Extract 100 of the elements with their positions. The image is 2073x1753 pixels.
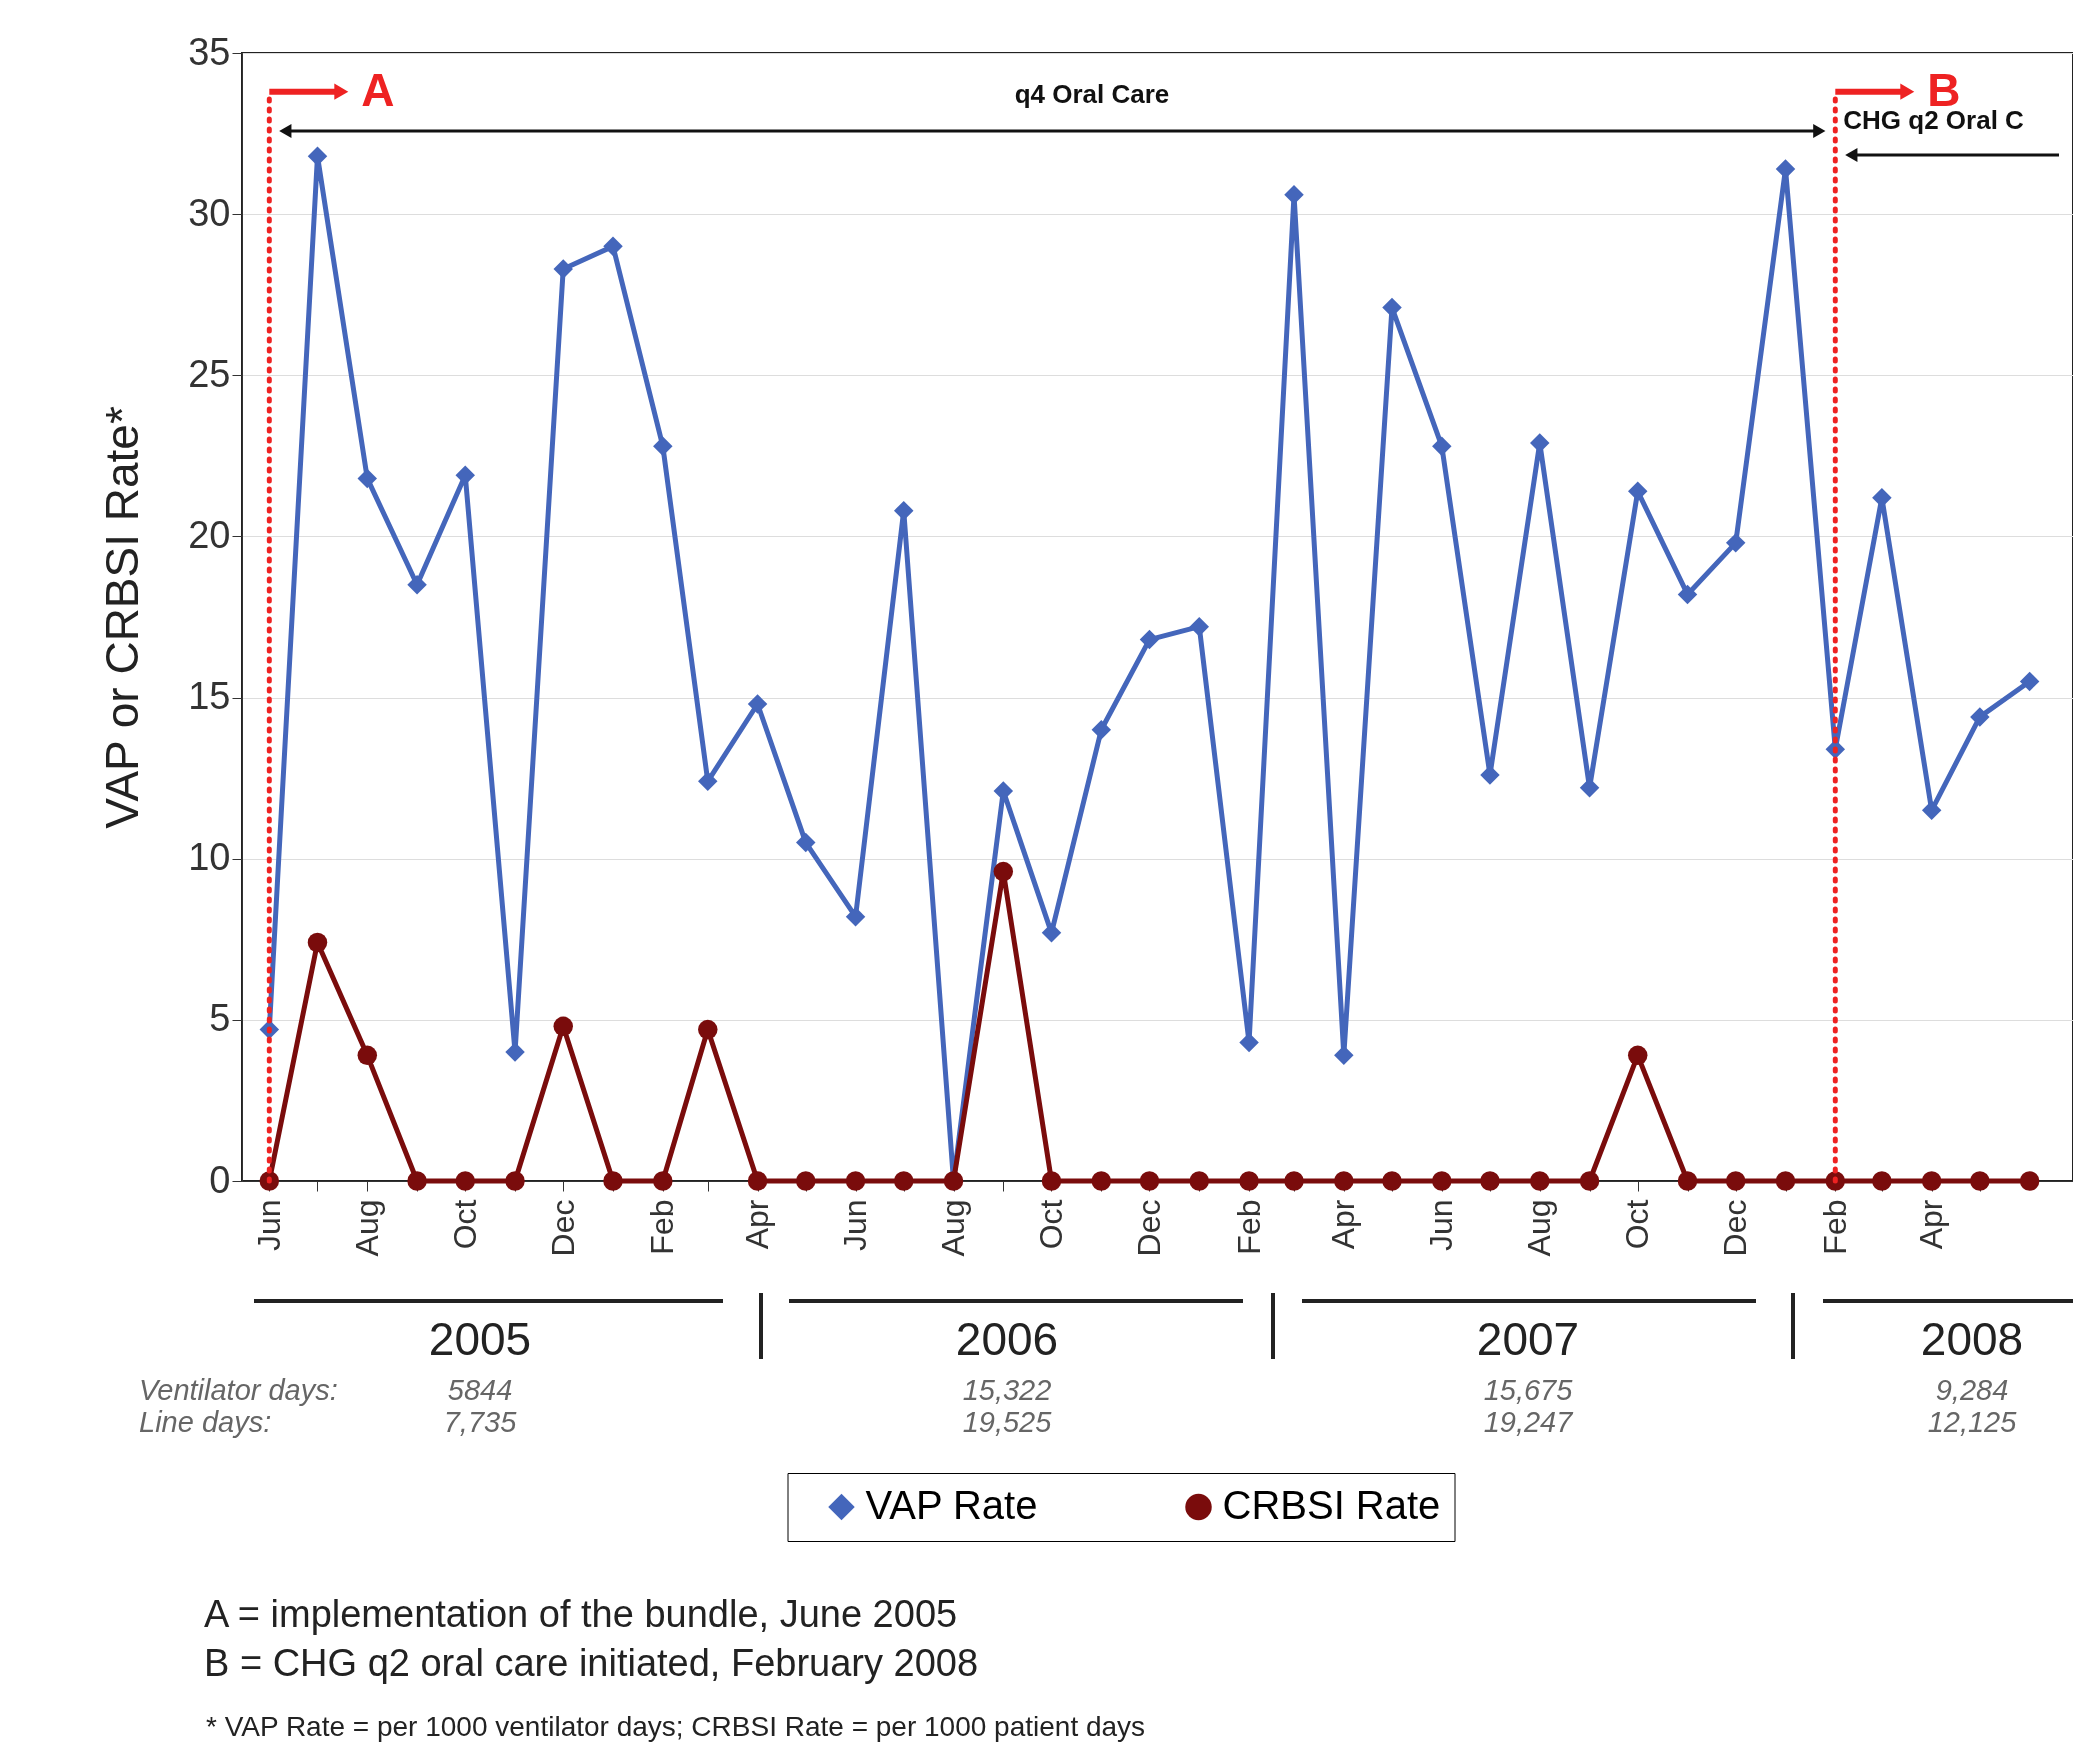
- point: [1627, 481, 1648, 502]
- point: [553, 259, 573, 279]
- x-tick-label: Jun: [837, 1199, 874, 1252]
- point: [845, 906, 866, 927]
- y-tick-label: 15: [188, 675, 231, 718]
- point: [1579, 778, 1600, 798]
- y-tick-label: 5: [209, 997, 231, 1040]
- point: [1480, 1171, 1500, 1191]
- text: 2005: [428, 1313, 532, 1365]
- point: [1725, 1171, 1746, 1191]
- y-tick-label: 0: [209, 1158, 231, 1201]
- point: [796, 832, 816, 853]
- text: * VAP Rate = per 1000 ventilator days; CRBSI Rate = per 1000 patient days: [206, 1711, 1146, 1742]
- point: [747, 694, 768, 714]
- point: [993, 781, 1014, 801]
- point: [1284, 185, 1304, 205]
- point: [1970, 707, 1990, 727]
- x-tick-label: Feb: [1816, 1199, 1853, 1255]
- x-tick-label: Oct: [446, 1199, 483, 1250]
- point: [407, 1171, 427, 1191]
- y-tick-label: 20: [188, 513, 231, 556]
- x-tick-label: Apr: [1325, 1199, 1362, 1250]
- point: [1189, 616, 1210, 637]
- point: [1432, 1171, 1452, 1191]
- x-tick-label: Aug: [1521, 1199, 1558, 1257]
- point: [2019, 671, 2040, 692]
- y-tick-label: 30: [188, 191, 231, 234]
- text: B = CHG q2 oral care initiated, February 2008: [204, 1642, 979, 1684]
- text: 19,247: [1483, 1406, 1575, 1438]
- point: [307, 932, 328, 953]
- point: [2019, 1171, 2040, 1191]
- text: 2006: [955, 1313, 1059, 1365]
- point: [1382, 297, 1402, 318]
- point: [653, 436, 673, 456]
- text: 15,322: [962, 1374, 1052, 1406]
- point: [698, 1019, 718, 1040]
- point: [1139, 629, 1160, 650]
- text: 19,525: [962, 1406, 1053, 1438]
- point: [1041, 1171, 1062, 1191]
- x-tick-label: Aug: [935, 1199, 972, 1257]
- point: [407, 575, 427, 595]
- point: [455, 1171, 475, 1191]
- point: [1872, 1171, 1892, 1191]
- y-tick-label: 25: [188, 352, 231, 395]
- ref-line-label: A: [361, 63, 395, 116]
- point: [747, 1171, 768, 1191]
- text: 12,125: [1927, 1406, 2018, 1438]
- x-tick-label: Jun: [1423, 1199, 1460, 1252]
- point: [698, 771, 718, 792]
- point: [1775, 1171, 1796, 1191]
- text: Ventilator days:: [139, 1374, 338, 1406]
- point: [1921, 800, 1942, 821]
- point: [1334, 1171, 1354, 1191]
- text: 2007: [1476, 1313, 1580, 1365]
- point: [1480, 765, 1500, 785]
- point: [845, 1171, 866, 1191]
- point: [1579, 1171, 1600, 1191]
- point: [603, 1171, 623, 1191]
- legend-label: VAP Rate: [865, 1483, 1038, 1527]
- text: Line days:: [139, 1406, 272, 1438]
- x-tick-label: Dec: [1717, 1199, 1754, 1257]
- x-tick-label: Aug: [348, 1199, 385, 1257]
- point: [1239, 1171, 1259, 1191]
- point: [505, 1171, 525, 1191]
- annotation: q4 Oral Care: [1014, 79, 1170, 109]
- text: 15,675: [1483, 1374, 1574, 1406]
- point: [1872, 488, 1892, 508]
- x-tick-label: Dec: [1130, 1199, 1167, 1257]
- point: [1189, 1171, 1210, 1191]
- y-tick-label: 10: [188, 836, 231, 879]
- point: [1382, 1171, 1402, 1191]
- point: [1970, 1171, 1990, 1191]
- point: [1091, 720, 1112, 740]
- point: [1091, 1171, 1112, 1191]
- point: [553, 1016, 573, 1037]
- point: [1530, 433, 1550, 453]
- point: [505, 1042, 525, 1062]
- point: [1530, 1171, 1550, 1191]
- point: [357, 1045, 378, 1066]
- x-tick-label: Dec: [544, 1199, 581, 1257]
- point: [1627, 1045, 1648, 1066]
- x-tick-label: Oct: [1032, 1199, 1069, 1250]
- legend-label: CRBSI Rate: [1222, 1483, 1441, 1527]
- point: [1921, 1171, 1942, 1191]
- text: 7,735: [443, 1406, 518, 1438]
- point: [796, 1171, 816, 1191]
- point: [1239, 1032, 1259, 1053]
- point: [603, 236, 623, 257]
- x-tick-label: Feb: [644, 1199, 681, 1255]
- text: 5844: [447, 1374, 513, 1406]
- point: [993, 861, 1014, 882]
- point: [1725, 533, 1746, 553]
- point: [357, 468, 378, 489]
- x-tick-label: Jun: [250, 1199, 287, 1252]
- point: [893, 1171, 914, 1191]
- point: [1041, 923, 1062, 943]
- text: 9,284: [1935, 1374, 2009, 1406]
- text: A = implementation of the bundle, June 2005: [204, 1593, 958, 1635]
- point: [455, 465, 475, 485]
- point: [1775, 159, 1796, 179]
